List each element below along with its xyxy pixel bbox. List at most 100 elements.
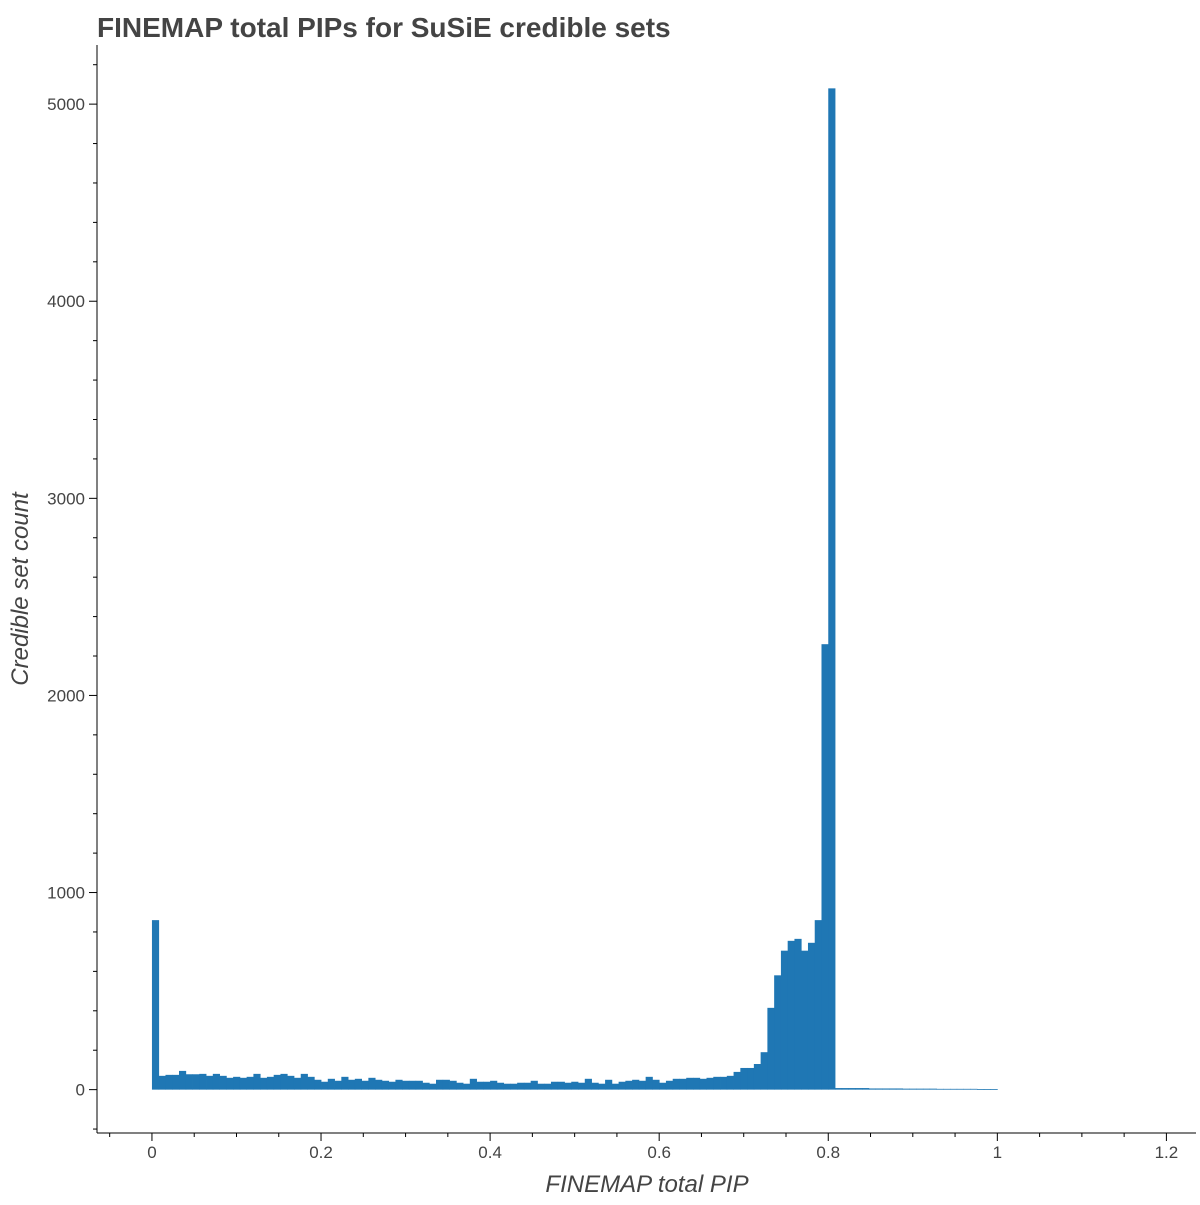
histogram-bar (726, 1075, 734, 1090)
histogram-bar (557, 1081, 565, 1090)
histogram-bar (828, 88, 836, 1090)
histogram-bar (733, 1071, 741, 1090)
histogram-bar (753, 1064, 762, 1090)
histogram-bar (388, 1081, 396, 1090)
histogram-bar (652, 1079, 660, 1090)
histogram-bar (855, 1088, 863, 1090)
histogram-bar (537, 1083, 545, 1090)
histogram-bar (348, 1079, 356, 1090)
histogram-bar (564, 1082, 572, 1090)
histogram-bar (916, 1088, 924, 1090)
histogram-bar (233, 1076, 241, 1090)
histogram-bar (273, 1074, 281, 1090)
histogram-bar (841, 1088, 849, 1090)
histogram-bar (408, 1080, 417, 1090)
histogram-bars (151, 88, 998, 1090)
histogram-bar (875, 1088, 883, 1090)
histogram-bar (415, 1080, 423, 1090)
histogram-bar (206, 1075, 214, 1090)
histogram-bar (550, 1081, 559, 1090)
y-axis-ticks: 0 1000 2000 3000 4000 5000 (47, 64, 97, 1130)
histogram-bar (151, 920, 160, 1090)
histogram-bar (172, 1074, 180, 1090)
x-tick-label: 0.8 (816, 1143, 840, 1162)
histogram-bar (456, 1082, 464, 1090)
x-tick-label: 0.6 (647, 1143, 671, 1162)
histogram-bar (848, 1088, 856, 1090)
histogram-bar (821, 644, 829, 1090)
histogram-bar (341, 1076, 349, 1090)
histogram-bar (787, 940, 795, 1090)
histogram-bar (713, 1076, 721, 1090)
histogram-bar (266, 1076, 275, 1090)
x-tick-label: 0 (147, 1143, 156, 1162)
histogram-bar (740, 1067, 748, 1090)
histogram-bar (598, 1083, 606, 1090)
histogram-bar (307, 1076, 315, 1090)
histogram-bar (767, 1007, 775, 1090)
histogram-bar (693, 1077, 701, 1090)
histogram-bar (483, 1081, 491, 1090)
histogram-bar (253, 1073, 261, 1090)
y-tick-label: 2000 (47, 686, 85, 705)
histogram-bar (327, 1078, 335, 1090)
histogram-bar (192, 1074, 200, 1090)
histogram-bar (909, 1088, 917, 1090)
x-axis-label: FINEMAP total PIP (545, 1171, 748, 1198)
histogram-bar (956, 1088, 964, 1090)
histogram-bar (530, 1080, 538, 1090)
histogram-bar (591, 1082, 599, 1090)
histogram-bar (611, 1083, 619, 1090)
histogram-bar (970, 1088, 978, 1090)
histogram-bar (902, 1088, 910, 1090)
histogram-bar (720, 1076, 728, 1090)
histogram-bar (943, 1088, 951, 1090)
histogram-bar (510, 1083, 518, 1090)
x-axis-ticks: 0 0.2 0.4 0.6 0.8 1 1.2 (109, 1133, 1178, 1162)
histogram-bar (469, 1078, 477, 1090)
histogram-bar (496, 1082, 505, 1090)
x-tick-label: 1 (993, 1143, 1002, 1162)
x-tick-label: 0.4 (478, 1143, 502, 1162)
histogram-bar (429, 1083, 437, 1090)
histogram-bar (280, 1073, 288, 1090)
histogram-bar (794, 938, 802, 1090)
histogram-bar (226, 1077, 234, 1090)
histogram-bar (835, 1088, 843, 1090)
histogram-bar (605, 1079, 613, 1090)
histogram-bar (922, 1088, 931, 1090)
histogram-bar (774, 975, 782, 1090)
histogram-bar (645, 1076, 653, 1090)
histogram-bar (185, 1074, 193, 1090)
histogram-bar (219, 1075, 227, 1090)
histogram-bar (638, 1080, 647, 1090)
histogram-bar (402, 1080, 410, 1090)
histogram-bar (578, 1082, 586, 1090)
histogram-bar (436, 1079, 444, 1090)
chart-title: FINEMAP total PIPs for SuSiE credible se… (97, 12, 671, 43)
histogram-bar (679, 1078, 687, 1090)
histogram-bar (544, 1083, 552, 1090)
histogram-bar (618, 1081, 626, 1090)
y-tick-label: 1000 (47, 884, 85, 903)
histogram-bar (862, 1088, 870, 1090)
y-tick-label: 4000 (47, 292, 85, 311)
y-tick-label: 0 (76, 1081, 85, 1100)
histogram-bar (449, 1080, 457, 1090)
histogram-bar (990, 1089, 998, 1090)
histogram-bar (571, 1081, 579, 1090)
histogram-bar (490, 1080, 498, 1090)
histogram-bar (625, 1080, 633, 1090)
histogram-bar (983, 1089, 991, 1090)
histogram-bar (672, 1078, 680, 1090)
histogram-bar (422, 1082, 430, 1090)
histogram-bar (699, 1078, 707, 1090)
histogram-bar (442, 1079, 450, 1090)
histogram-bar (895, 1088, 904, 1090)
histogram-bar (334, 1080, 342, 1090)
histogram-bar (476, 1081, 484, 1090)
x-tick-label: 0.2 (309, 1143, 333, 1162)
histogram-bar (395, 1079, 403, 1090)
